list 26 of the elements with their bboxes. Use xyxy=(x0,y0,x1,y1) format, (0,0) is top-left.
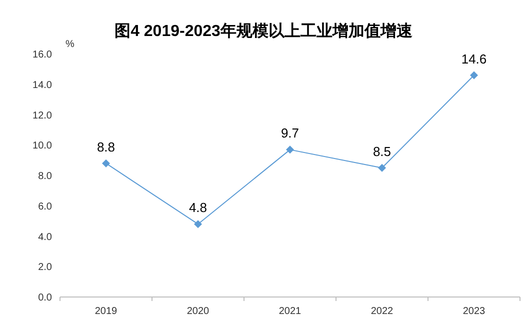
data-label: 8.8 xyxy=(96,139,116,154)
x-tick-label: 2021 xyxy=(278,306,302,317)
x-tick-label: 2020 xyxy=(186,306,210,317)
y-tick-label: 2.0 xyxy=(38,262,52,274)
y-tick-label: 16.0 xyxy=(32,50,52,60)
y-tick-label: 0.0 xyxy=(38,292,52,304)
chart-title: 图4 2019-2023年规模以上工业增加值增速 xyxy=(114,22,414,40)
point xyxy=(470,71,478,80)
point xyxy=(102,159,110,168)
y-axis-title: % xyxy=(66,39,75,50)
y-tick-label: 12.0 xyxy=(32,110,52,122)
point xyxy=(194,220,202,228)
point xyxy=(286,146,294,154)
data-label: 4.8 xyxy=(188,200,208,216)
point xyxy=(378,164,386,172)
x-tick-label: 2019 xyxy=(94,306,118,317)
data-label: 9.7 xyxy=(280,126,300,141)
data-label: 8.5 xyxy=(372,144,392,159)
x-tick-label: 2022 xyxy=(370,306,394,317)
y-tick-label: 8.0 xyxy=(38,171,52,182)
x-tick-label: 2023 xyxy=(462,306,486,317)
data-label: 14.6 xyxy=(461,51,487,66)
y-tick-label: 6.0 xyxy=(38,201,52,212)
y-tick-label: 10.0 xyxy=(32,140,52,152)
y-tick-label: 14.0 xyxy=(32,80,52,91)
y-tick-label: 4.0 xyxy=(38,232,52,243)
